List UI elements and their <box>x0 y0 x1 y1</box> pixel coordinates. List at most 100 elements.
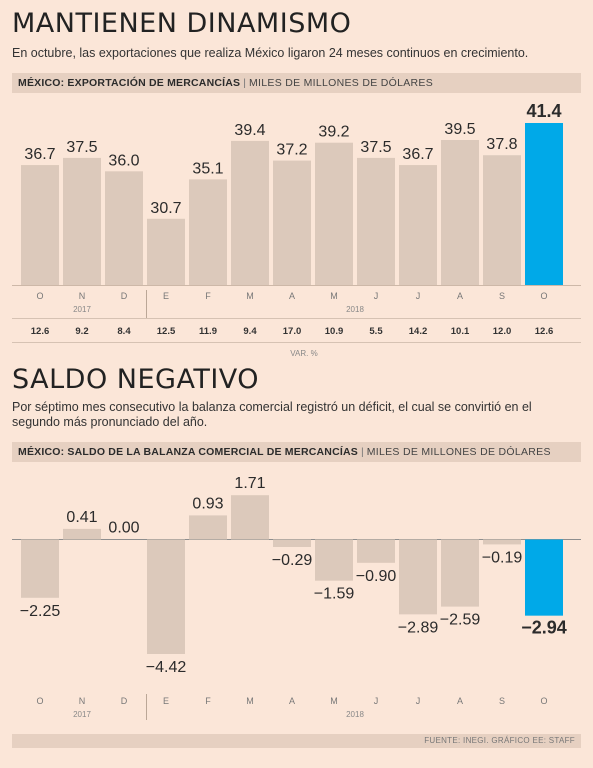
export-value-label: 39.4 <box>234 122 265 139</box>
export-bar <box>105 171 143 285</box>
x-tick-label: O <box>36 696 43 706</box>
var-pct-label: 17.0 <box>283 326 302 337</box>
x-tick-label: A <box>457 291 463 301</box>
var-pct-label: 12.6 <box>31 326 50 337</box>
balance-value-label: −2.25 <box>20 603 61 620</box>
export-bar <box>189 179 227 285</box>
x-tick-label: S <box>499 291 505 301</box>
chart1-label-band: MÉXICO: EXPORTACIÓN DE MERCANCÍAS | MILES … <box>12 73 581 93</box>
year-label: 2018 <box>346 305 364 314</box>
x-tick-label: F <box>205 696 211 706</box>
x-tick-label: D <box>121 291 128 301</box>
x-tick-label: J <box>374 291 379 301</box>
export-value-label: 37.5 <box>360 139 391 156</box>
x-tick-label: O <box>540 696 547 706</box>
balance-bar <box>273 539 311 548</box>
export-value-label: 37.2 <box>276 142 307 159</box>
var-caption: VAR. % <box>290 349 317 358</box>
chart1-title: MANTIENEN DINAMISMO <box>12 8 352 39</box>
export-value-label: 36.7 <box>24 146 55 163</box>
x-tick-label: A <box>289 291 295 301</box>
year-label: 2017 <box>73 710 91 719</box>
export-bar <box>63 157 101 285</box>
balance-bar <box>63 528 101 540</box>
chart2-title: SALDO NEGATIVO <box>12 364 260 395</box>
var-pct-label: 10.9 <box>325 326 344 337</box>
source-band: FUENTE: INEGI. GRÁFICO EE: STAFF <box>12 734 581 748</box>
var-pct-label: 12.0 <box>493 326 512 337</box>
source-note: FUENTE: INEGI. GRÁFICO EE: STAFF <box>424 736 575 745</box>
balance-value-label: −1.59 <box>314 586 355 603</box>
balance-value-label: 0.41 <box>66 509 97 526</box>
x-tick-label: M <box>246 696 254 706</box>
export-value-label: 36.7 <box>402 146 433 163</box>
trade-balance-bar-chart: −2.25 0.41 0.00 −4.42 0.93 1.71 −0.29−1.59−0.9… <box>12 475 581 720</box>
balance-bar <box>189 515 227 540</box>
export-bar <box>483 155 521 285</box>
x-tick-label: N <box>79 696 86 706</box>
balance-bar <box>357 539 395 563</box>
var-pct-label: 11.9 <box>199 326 217 337</box>
x-tick-label: A <box>289 696 295 706</box>
x-tick-label: E <box>163 696 169 706</box>
x-tick-label: S <box>499 696 505 706</box>
export-bar <box>525 123 563 285</box>
export-bar <box>21 165 59 285</box>
year-label: 2017 <box>73 305 91 314</box>
var-pct-label: 10.1 <box>451 326 470 337</box>
balance-bar <box>147 539 185 654</box>
balance-value-label: −0.29 <box>272 552 313 569</box>
x-tick-label: M <box>330 291 338 301</box>
export-bar <box>441 140 479 285</box>
export-value-label: 36.0 <box>108 152 139 169</box>
var-pct-label: 12.6 <box>535 326 554 337</box>
balance-value-label: −0.19 <box>482 549 523 566</box>
var-pct-label: 9.2 <box>75 326 88 337</box>
export-value-label: 30.7 <box>150 200 181 217</box>
var-pct-label: 9.4 <box>243 326 257 337</box>
var-pct-label: 12.5 <box>157 326 176 337</box>
x-tick-label: E <box>163 291 169 301</box>
balance-bar <box>525 539 563 616</box>
balance-value-label: −2.94 <box>521 618 567 638</box>
export-bar <box>273 160 311 285</box>
export-bar <box>399 165 437 285</box>
x-tick-label: M <box>330 696 338 706</box>
export-value-label: 41.4 <box>526 101 561 121</box>
export-value-label: 37.5 <box>66 139 97 156</box>
chart2-label: MÉXICO: SALDO DE LA BALANZA COMERCIAL DE… <box>18 446 358 458</box>
x-tick-label: M <box>246 291 254 301</box>
balance-value-label: −2.89 <box>398 619 439 636</box>
x-tick-label: O <box>540 291 547 301</box>
balance-bar <box>483 539 521 545</box>
chart2-unit: MILES DE MILLONES DE DÓLARES <box>366 446 551 458</box>
balance-value-label: −0.90 <box>356 568 397 585</box>
x-tick-label: N <box>79 291 86 301</box>
balance-value-label: 1.71 <box>234 475 265 492</box>
x-tick-label: A <box>457 696 463 706</box>
balance-bar <box>231 495 269 540</box>
var-pct-label: 5.5 <box>369 326 383 337</box>
balance-value-label: −2.59 <box>440 612 481 629</box>
x-tick-label: F <box>205 291 211 301</box>
export-bar <box>357 157 395 285</box>
var-pct-label: 14.2 <box>409 326 428 337</box>
balance-bar <box>399 539 437 615</box>
chart1-unit: MILES DE MILLONES DE DÓLARES <box>248 77 434 89</box>
export-bar <box>147 218 185 285</box>
x-tick-label: J <box>374 696 379 706</box>
chart2-subtitle: Por séptimo mes consecutivo la balanza c… <box>12 400 532 429</box>
x-tick-label: J <box>416 696 421 706</box>
balance-value-label: 0.00 <box>108 520 139 537</box>
balance-bar <box>315 539 353 581</box>
x-tick-label: D <box>121 696 128 706</box>
year-label: 2018 <box>346 710 364 719</box>
export-value-label: 39.5 <box>444 121 475 138</box>
balance-value-label: 0.93 <box>192 495 223 512</box>
x-tick-label: J <box>416 291 421 301</box>
var-pct-label: 8.4 <box>117 326 131 337</box>
balance-value-label: −4.42 <box>146 659 187 676</box>
x-tick-label: O <box>36 291 43 301</box>
exports-bar-chart: 36.7 37.5 36.0 30.7 35.1 39.4 37.2 39.2 37.5 36.7… <box>12 101 581 358</box>
export-value-label: 37.8 <box>486 136 517 153</box>
